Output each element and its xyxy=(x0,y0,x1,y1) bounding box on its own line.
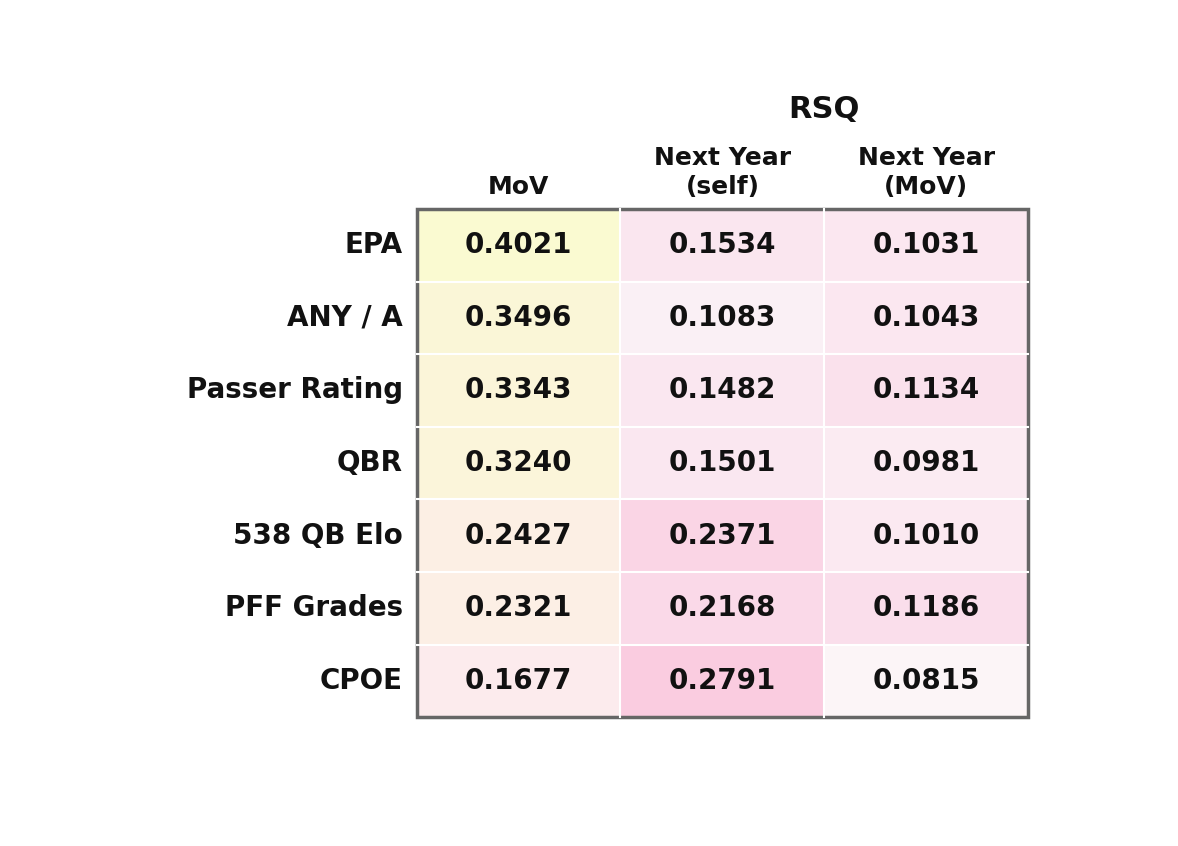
Text: 0.0981: 0.0981 xyxy=(873,449,980,477)
Text: 0.2791: 0.2791 xyxy=(669,667,776,695)
Text: 0.1186: 0.1186 xyxy=(873,594,980,622)
Text: 0.1031: 0.1031 xyxy=(873,231,980,259)
Text: Next Year
(self): Next Year (self) xyxy=(654,146,790,200)
Text: MoV: MoV xyxy=(488,175,549,200)
Text: 0.2371: 0.2371 xyxy=(669,522,776,550)
Text: 0.1083: 0.1083 xyxy=(669,304,776,332)
Text: 0.2321: 0.2321 xyxy=(465,594,573,622)
Text: 0.3496: 0.3496 xyxy=(465,304,573,332)
Text: EPA: EPA xyxy=(345,231,403,259)
Text: 0.1534: 0.1534 xyxy=(669,231,776,259)
Text: 0.4021: 0.4021 xyxy=(465,231,573,259)
Text: 0.1134: 0.1134 xyxy=(873,376,980,404)
Text: 538 QB Elo: 538 QB Elo xyxy=(233,522,403,550)
Text: 0.1010: 0.1010 xyxy=(873,522,980,550)
Text: PFF Grades: PFF Grades xyxy=(225,594,403,622)
Text: 0.1677: 0.1677 xyxy=(465,667,573,695)
Text: 0.2427: 0.2427 xyxy=(465,522,573,550)
Text: 0.1043: 0.1043 xyxy=(873,304,980,332)
Text: QBR: QBR xyxy=(337,449,403,477)
Text: 0.3343: 0.3343 xyxy=(465,376,573,404)
Text: 0.1482: 0.1482 xyxy=(669,376,776,404)
Text: Passer Rating: Passer Rating xyxy=(187,376,403,404)
Text: 0.1501: 0.1501 xyxy=(669,449,776,477)
Text: RSQ: RSQ xyxy=(788,96,860,124)
Text: ANY / A: ANY / A xyxy=(287,304,403,332)
Text: 0.3240: 0.3240 xyxy=(465,449,573,477)
Text: 0.2168: 0.2168 xyxy=(669,594,776,622)
Text: Next Year
(MoV): Next Year (MoV) xyxy=(858,146,995,200)
Text: CPOE: CPOE xyxy=(320,667,403,695)
Text: 0.0815: 0.0815 xyxy=(873,667,980,695)
